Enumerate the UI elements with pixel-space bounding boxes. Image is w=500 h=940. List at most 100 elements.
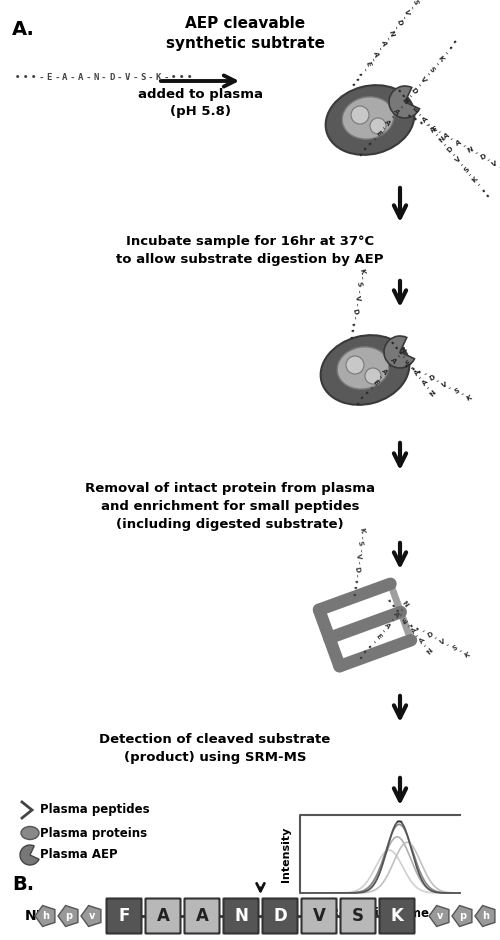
FancyBboxPatch shape [184, 899, 220, 933]
Text: •: • [396, 86, 404, 94]
Text: -: - [384, 36, 390, 40]
Text: N: N [401, 601, 409, 608]
FancyBboxPatch shape [262, 899, 298, 933]
Text: V: V [438, 638, 446, 646]
Text: D: D [353, 566, 360, 572]
Text: p: p [460, 911, 466, 921]
Text: V: V [312, 907, 326, 925]
Text: -: - [399, 612, 405, 619]
Text: -: - [360, 68, 367, 71]
Text: D: D [396, 19, 402, 26]
Text: •: • [350, 592, 356, 598]
Text: added to plasma
(pH 5.8): added to plasma (pH 5.8) [138, 88, 262, 118]
Text: D: D [109, 73, 114, 83]
FancyBboxPatch shape [106, 899, 142, 933]
Text: -: - [358, 535, 364, 539]
Text: K: K [463, 651, 470, 659]
Text: E: E [374, 633, 382, 640]
Text: Plasma AEP: Plasma AEP [40, 849, 117, 861]
Text: -: - [418, 112, 424, 118]
Text: -: - [434, 635, 438, 642]
Text: S: S [428, 66, 436, 73]
Text: -: - [380, 628, 386, 635]
Text: •: • [366, 141, 372, 148]
Text: E: E [402, 617, 410, 624]
Text: A: A [455, 139, 462, 147]
Text: -: - [476, 181, 482, 188]
Text: •: • [350, 586, 357, 591]
Text: •: • [361, 146, 368, 153]
Text: Retention time: Retention time [330, 907, 430, 920]
Text: -: - [426, 122, 431, 129]
Text: -: - [446, 642, 451, 649]
Text: -: - [148, 73, 154, 83]
Text: S: S [357, 540, 364, 546]
Text: •: • [23, 73, 28, 83]
Text: •: • [352, 579, 358, 585]
Text: -: - [38, 73, 44, 83]
Text: V: V [355, 554, 362, 559]
Text: •: • [346, 336, 354, 341]
Text: -: - [460, 162, 466, 168]
Text: E: E [46, 73, 52, 83]
Text: •: • [356, 151, 364, 159]
Text: •: • [390, 602, 398, 609]
Text: N: N [94, 73, 98, 83]
Text: -: - [400, 15, 406, 20]
Text: -: - [356, 548, 362, 552]
Text: A: A [383, 622, 391, 630]
Text: -: - [498, 164, 500, 171]
Text: E: E [431, 125, 438, 133]
Text: •: • [172, 73, 176, 83]
Text: -: - [450, 136, 455, 143]
Text: A: A [372, 51, 379, 57]
Text: -: - [370, 136, 376, 142]
Text: -: - [398, 103, 404, 110]
Ellipse shape [320, 336, 410, 405]
Ellipse shape [337, 347, 389, 389]
Text: •: • [352, 77, 360, 83]
Text: •: • [358, 395, 365, 402]
Text: A: A [62, 73, 68, 83]
Text: -: - [474, 150, 480, 157]
Text: -: - [388, 115, 394, 120]
Text: N: N [388, 29, 395, 37]
Text: •: • [484, 191, 492, 198]
Text: •: • [187, 73, 192, 83]
Circle shape [346, 356, 364, 374]
Text: V: V [419, 76, 427, 84]
Text: -: - [460, 391, 465, 398]
Text: •: • [410, 365, 416, 372]
Text: -: - [442, 50, 448, 56]
Text: S: S [463, 165, 470, 174]
Text: V: V [454, 156, 462, 164]
Text: -: - [424, 71, 430, 78]
Text: A: A [418, 637, 426, 645]
Text: -: - [380, 125, 386, 132]
Wedge shape [389, 86, 420, 118]
Text: A: A [383, 118, 391, 127]
Text: -: - [54, 73, 60, 83]
Text: -: - [354, 561, 360, 565]
Text: •: • [402, 619, 408, 626]
Text: A: A [380, 40, 387, 47]
Text: F: F [118, 907, 130, 925]
Text: D: D [479, 153, 486, 161]
Text: •: • [394, 343, 400, 351]
Text: AEP cleavable
synthetic subtrate: AEP cleavable synthetic subtrate [166, 16, 324, 51]
Text: •: • [404, 361, 410, 368]
Text: v: v [89, 911, 95, 921]
Text: A: A [392, 108, 400, 116]
Text: •: • [354, 400, 360, 408]
Text: N: N [438, 135, 446, 144]
Text: -: - [406, 93, 412, 99]
Text: V: V [491, 160, 498, 168]
Wedge shape [384, 336, 414, 368]
Text: -: - [370, 639, 376, 645]
Text: -: - [415, 633, 421, 639]
Text: -: - [402, 354, 408, 360]
Text: -: - [418, 375, 424, 381]
Text: E: E [405, 359, 413, 367]
Text: V: V [354, 294, 360, 301]
Text: Incubate sample for 16hr at 37°C
to allow substrate digestion by AEP: Incubate sample for 16hr at 37°C to allo… [116, 235, 384, 266]
